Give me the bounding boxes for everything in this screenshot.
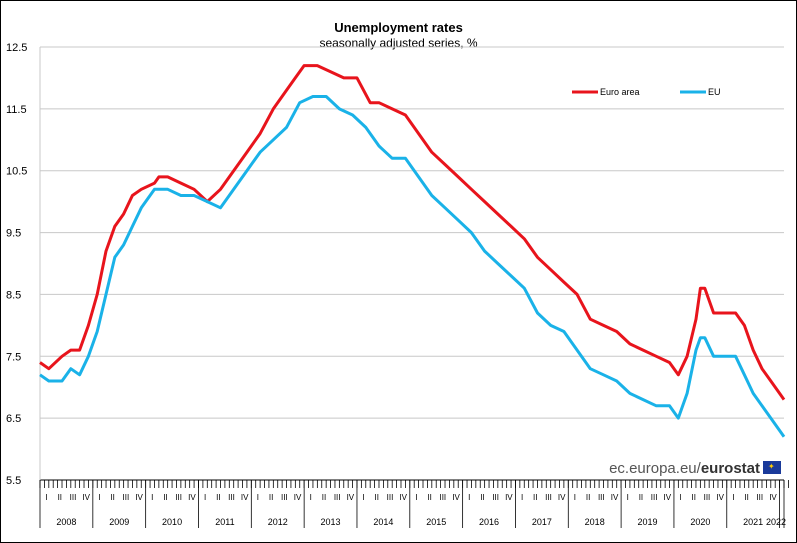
x-quarter-label: III xyxy=(704,493,711,502)
x-quarter-label: III xyxy=(492,493,499,502)
gridlines xyxy=(39,46,784,481)
x-quarter-label: IV xyxy=(188,493,196,502)
x-quarter-label: III xyxy=(545,493,552,502)
x-year-label: 2008 xyxy=(56,517,76,527)
x-quarter-label: I xyxy=(574,493,576,502)
x-quarter-label: I xyxy=(415,493,417,502)
x-quarter-label: IV xyxy=(558,493,566,502)
x-quarter-label: IV xyxy=(769,493,777,502)
x-quarter-label: I xyxy=(257,493,259,502)
x-quarter-label: III xyxy=(123,493,130,502)
y-tick-label: 11.5 xyxy=(6,104,27,116)
x-quarter-label: II xyxy=(639,493,643,502)
chart-title: Unemployment rates xyxy=(334,20,463,35)
x-quarter-label: IV xyxy=(399,493,407,502)
x-quarter-label: III xyxy=(334,493,341,502)
y-tick-label: 12.5 xyxy=(6,42,27,54)
y-tick-label: 6.5 xyxy=(6,413,21,425)
x-year-label: 2013 xyxy=(321,517,341,527)
x-quarter-label: III xyxy=(228,493,235,502)
x-quarter-label: II xyxy=(480,493,484,502)
x-quarter-label: III xyxy=(70,493,77,502)
x-quarter-label: I xyxy=(362,493,364,502)
x-year-label: 2014 xyxy=(373,517,393,527)
x-axis: I II III IV I II III IV I II III IV I II III IV I II III IV… xyxy=(39,480,789,528)
x-quarter-label: III xyxy=(598,493,605,502)
x-quarter-label: III xyxy=(439,493,446,502)
x-quarter-label: I xyxy=(45,493,47,502)
x-quarter-label: II xyxy=(322,493,326,502)
x-quarter-label: IV xyxy=(452,493,460,502)
source-brand: eurostat xyxy=(700,460,760,477)
x-year-label: 2021 xyxy=(743,517,763,527)
x-quarter-label: I xyxy=(732,493,734,502)
legend-label: EU xyxy=(708,87,721,97)
x-quarter-label: II xyxy=(692,493,696,502)
x-quarter-label: I xyxy=(521,493,523,502)
x-year-label: 2012 xyxy=(268,517,288,527)
x-quarter-label: III xyxy=(756,493,763,502)
series-lines xyxy=(39,64,786,438)
eu-flag-icon xyxy=(763,461,781,474)
x-quarter-label: I xyxy=(468,493,470,502)
x-year-label: 2017 xyxy=(532,517,552,527)
source-credit: ec.europa.eu/eurostat xyxy=(609,460,781,477)
x-quarter-label: IV xyxy=(716,493,724,502)
series-line xyxy=(39,64,786,401)
x-quarter-label: II xyxy=(269,493,273,502)
x-quarter-label: II xyxy=(216,493,220,502)
x-quarter-label: III xyxy=(281,493,288,502)
x-quarter-label: II xyxy=(163,493,167,502)
x-quarter-label: I xyxy=(310,493,312,502)
x-quarter-label: III xyxy=(387,493,394,502)
x-year-label: 2011 xyxy=(215,517,234,527)
x-quarter-label: IV xyxy=(241,493,249,502)
legend: Euro area EU xyxy=(572,87,721,97)
source-domain: ec.europa.eu/ xyxy=(609,460,701,477)
x-quarter-label: IV xyxy=(347,493,355,502)
y-axis-ticks: 5.5 6.5 7.5 8.5 9.5 10.5 11.5 12.5 xyxy=(6,42,27,487)
y-tick-label: 8.5 xyxy=(6,289,21,301)
x-year-label: 2019 xyxy=(638,517,658,527)
x-quarter-label: II xyxy=(427,493,431,502)
series-line xyxy=(39,95,786,438)
x-quarter-label: I xyxy=(204,493,206,502)
x-quarter-label: III xyxy=(651,493,658,502)
x-quarter-label: III xyxy=(175,493,182,502)
x-quarter-label: I xyxy=(679,493,681,502)
x-quarter-label: II xyxy=(375,493,379,502)
x-quarter-label: II xyxy=(58,493,62,502)
x-year-label: 2009 xyxy=(109,517,129,527)
x-quarter-label: II xyxy=(533,493,537,502)
x-year-label: 2010 xyxy=(162,517,182,527)
y-tick-label: 10.5 xyxy=(6,166,27,178)
y-tick-label: 9.5 xyxy=(6,228,21,240)
x-year-label: 2016 xyxy=(479,517,499,527)
x-quarter-label: I xyxy=(627,493,629,502)
x-quarter-label: IV xyxy=(135,493,143,502)
x-quarter-label: II xyxy=(744,493,748,502)
y-tick-label: 7.5 xyxy=(6,351,21,363)
x-quarter-label: IV xyxy=(505,493,513,502)
x-year-label: 2020 xyxy=(690,517,710,527)
x-year-label: 2018 xyxy=(585,517,605,527)
legend-label: Euro area xyxy=(600,87,640,97)
x-quarter-label: IV xyxy=(82,493,90,502)
x-quarter-label: I xyxy=(151,493,153,502)
x-quarter-label: II xyxy=(110,493,114,502)
x-year-label: 2015 xyxy=(426,517,446,527)
x-quarter-label: IV xyxy=(664,493,672,502)
x-quarter-label: IV xyxy=(611,493,619,502)
x-quarter-label: II xyxy=(586,493,590,502)
y-tick-label: 5.5 xyxy=(6,475,21,487)
x-quarter-label: IV xyxy=(294,493,302,502)
x-year-label: 2022 xyxy=(766,517,786,527)
x-quarter-label: I xyxy=(98,493,100,502)
